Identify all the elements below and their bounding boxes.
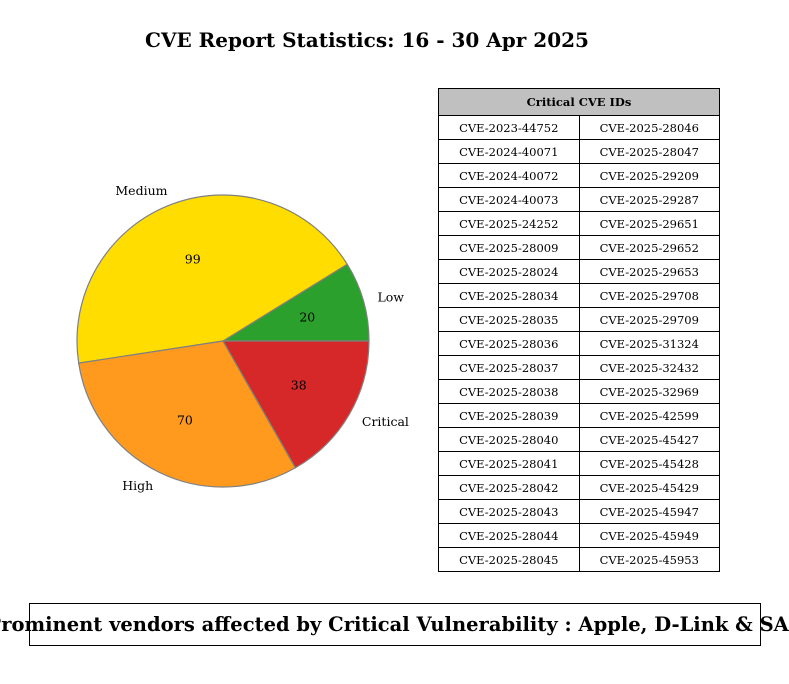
cve-id-cell: CVE-2025-28042: [438, 475, 580, 500]
cve-id-cell: CVE-2025-28047: [578, 139, 720, 164]
table-row: CVE-2025-28040 CVE-2025-45427: [438, 427, 720, 452]
cve-id-cell: CVE-2025-28046: [578, 115, 720, 140]
cve-id-cell: CVE-2025-28034: [438, 283, 580, 308]
cve-id-cell: CVE-2025-28043: [438, 499, 580, 524]
cve-id-cell: CVE-2025-28044: [438, 523, 580, 548]
table-row: CVE-2024-40072 CVE-2025-29209: [438, 163, 720, 188]
slice-value-label: 99: [185, 251, 201, 266]
slice-category-label: Critical: [362, 414, 409, 429]
cve-id-cell: CVE-2025-28037: [438, 355, 580, 380]
cve-id-cell: CVE-2025-29287: [578, 187, 720, 212]
cve-id-cell: CVE-2025-45953: [578, 547, 720, 572]
cve-id-cell: CVE-2025-28040: [438, 427, 580, 452]
cve-id-cell: CVE-2025-28035: [438, 307, 580, 332]
cve-id-cell: CVE-2025-29652: [578, 235, 720, 260]
pie-slice-critical: [221, 340, 370, 469]
table-row: CVE-2025-28036 CVE-2025-31324: [438, 331, 720, 356]
table-row: CVE-2024-40073 CVE-2025-29287: [438, 187, 720, 212]
cve-id-cell: CVE-2025-29653: [578, 259, 720, 284]
cve-id-cell: CVE-2025-28009: [438, 235, 580, 260]
cve-id-cell: CVE-2025-31324: [578, 331, 720, 356]
cve-id-cell: CVE-2024-40073: [438, 187, 580, 212]
table-row: CVE-2023-44752 CVE-2025-28046: [438, 115, 720, 140]
vendors-note: Prominent vendors affected by Critical V…: [0, 603, 789, 646]
cve-id-cell: CVE-2024-40072: [438, 163, 580, 188]
pie-chart: 20 Low 99 Medium 70 High 38 Critical: [76, 183, 409, 493]
cve-id-cell: CVE-2025-28036: [438, 331, 580, 356]
table-row: CVE-2025-28038 CVE-2025-32969: [438, 379, 720, 404]
table-row: CVE-2025-28009 CVE-2025-29652: [438, 235, 720, 260]
table-row: CVE-2025-28037 CVE-2025-32432: [438, 355, 720, 380]
slice-value-label: 38: [291, 377, 307, 392]
cve-id-cell: CVE-2025-45427: [578, 427, 720, 452]
cve-id-cell: CVE-2025-42599: [578, 403, 720, 428]
pie-slice-low: [220, 263, 370, 342]
table-row: CVE-2025-28045 CVE-2025-45953: [438, 547, 720, 572]
table-row: CVE-2025-28042 CVE-2025-45429: [438, 475, 720, 500]
table-row: CVE-2025-28039 CVE-2025-42599: [438, 403, 720, 428]
cve-id-cell: CVE-2023-44752: [438, 115, 580, 140]
cve-id-cell: CVE-2025-29708: [578, 283, 720, 308]
table-row: CVE-2025-28043 CVE-2025-45947: [438, 499, 720, 524]
table-row: CVE-2025-28035 CVE-2025-29709: [438, 307, 720, 332]
table-row: CVE-2025-24252 CVE-2025-29651: [438, 211, 720, 236]
cve-id-cell: CVE-2025-29709: [578, 307, 720, 332]
slice-value-label: 70: [177, 412, 193, 427]
cve-id-cell: CVE-2025-45428: [578, 451, 720, 476]
slice-value-label: 20: [299, 310, 315, 325]
cve-id-cell: CVE-2025-28041: [438, 451, 580, 476]
slice-category-label: Medium: [115, 183, 167, 198]
table-header: Critical CVE IDs: [438, 88, 720, 116]
cve-id-cell: CVE-2025-28045: [438, 547, 580, 572]
slice-category-label: High: [122, 478, 153, 493]
cve-id-cell: CVE-2025-28024: [438, 259, 580, 284]
table-row: CVE-2025-28034 CVE-2025-29708: [438, 283, 720, 308]
pie-slice-high: [78, 340, 297, 488]
table-row: CVE-2025-28044 CVE-2025-45949: [438, 523, 720, 548]
cve-id-cell: CVE-2025-28038: [438, 379, 580, 404]
cve-id-cell: CVE-2024-40071: [438, 139, 580, 164]
cve-id-cell: CVE-2025-45949: [578, 523, 720, 548]
cve-id-cell: CVE-2025-45947: [578, 499, 720, 524]
table-row: CVE-2025-28041 CVE-2025-45428: [438, 451, 720, 476]
table-row: CVE-2025-28024 CVE-2025-29653: [438, 259, 720, 284]
cve-id-cell: CVE-2025-32969: [578, 379, 720, 404]
critical-cve-table: Critical CVE IDs CVE-2023-44752 CVE-2025-…: [438, 88, 720, 572]
cve-id-cell: CVE-2025-32432: [578, 355, 720, 380]
chart-title: CVE Report Statistics: 16 - 30 Apr 2025: [145, 28, 589, 52]
cve-id-cell: CVE-2025-24252: [438, 211, 580, 236]
cve-id-cell: CVE-2025-28039: [438, 403, 580, 428]
cve-id-cell: CVE-2025-29651: [578, 211, 720, 236]
table-row: CVE-2024-40071 CVE-2025-28047: [438, 139, 720, 164]
cve-id-cell: CVE-2025-29209: [578, 163, 720, 188]
pie-slice-medium: [76, 194, 349, 364]
cve-id-cell: CVE-2025-45429: [578, 475, 720, 500]
slice-category-label: Low: [377, 290, 404, 305]
